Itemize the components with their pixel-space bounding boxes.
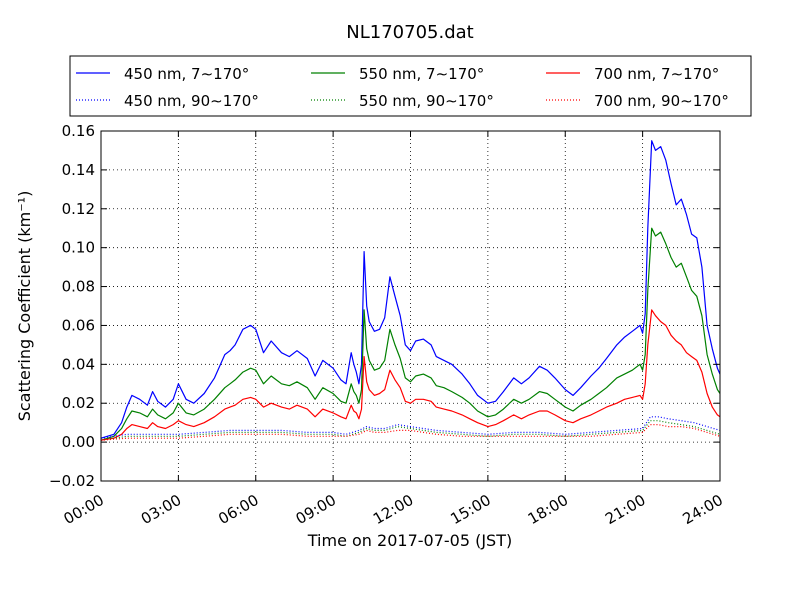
- x-tick-label: 18:00: [525, 491, 571, 528]
- y-tick-label: 0.14: [62, 161, 95, 179]
- x-axis: 00:00 03:00 06:00 09:00 12:00 15:00 18:00 21:00…: [61, 131, 726, 528]
- legend-label: 450 nm, 90∼170°: [124, 92, 259, 110]
- legend-label: 700 nm, 7∼170°: [594, 65, 719, 83]
- legend-label: 550 nm, 90∼170°: [359, 92, 494, 110]
- legend-label: 700 nm, 90∼170°: [594, 92, 729, 110]
- series-line-5: [100, 424, 721, 441]
- series-lines: [100, 140, 721, 441]
- y-tick-label: 0.04: [62, 355, 95, 373]
- series-line-2: [100, 309, 721, 441]
- chart-title: NL170705.dat: [346, 22, 473, 43]
- x-tick-label: 03:00: [138, 491, 184, 528]
- legend-label: 450 nm, 7∼170°: [124, 65, 249, 83]
- y-axis-label: Scattering Coefficient (km⁻¹): [15, 191, 34, 422]
- x-tick-label: 09:00: [293, 491, 339, 528]
- x-tick-label: 12:00: [370, 491, 416, 528]
- x-tick-label: 21:00: [602, 491, 648, 528]
- y-tick-label: 0.08: [62, 278, 95, 296]
- series-line-1: [100, 227, 721, 441]
- legend-label: 550 nm, 7∼170°: [359, 65, 484, 83]
- y-tick-label: 0.00: [62, 433, 95, 451]
- series-line-4: [100, 420, 721, 441]
- y-axis: −0.02 0.00 0.02 0.04 0.06 0.08 0.10 0.12 0.14 0.1…: [49, 122, 720, 490]
- x-tick-label: 24:00: [680, 491, 726, 528]
- y-tick-label: 0.06: [62, 316, 95, 334]
- x-axis-label: Time on 2017-07-05 (JST): [307, 531, 512, 550]
- x-tick-label: 15:00: [447, 491, 493, 528]
- x-tick-label: 00:00: [61, 491, 107, 528]
- y-tick-label: 0.10: [62, 239, 95, 257]
- legend: 450 nm, 7∼170° 550 nm, 7∼170° 700 nm, 7∼17…: [69, 55, 752, 117]
- y-tick-label: 0.16: [62, 122, 95, 140]
- x-tick-label: 06:00: [215, 491, 261, 528]
- series-line-0: [100, 140, 721, 439]
- y-tick-label: 0.12: [62, 200, 95, 218]
- y-tick-label: 0.02: [62, 394, 95, 412]
- y-tick-label: −0.02: [49, 472, 95, 490]
- legend-box: [69, 55, 752, 117]
